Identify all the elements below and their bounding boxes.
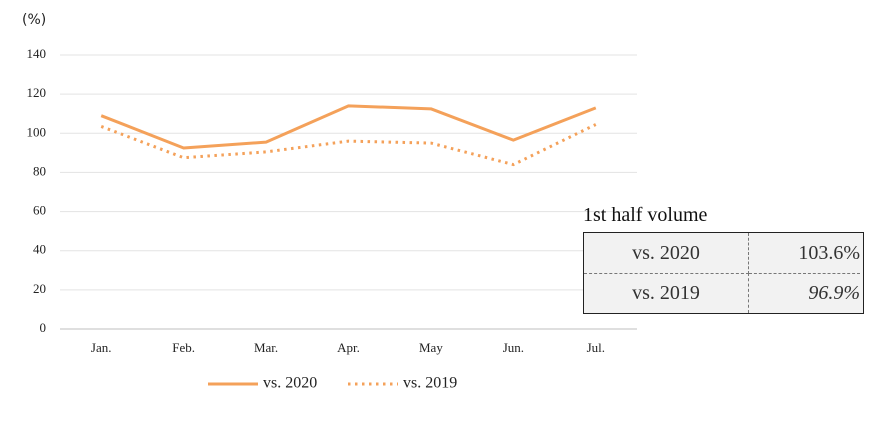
x-tick-label: Mar. [254, 340, 278, 355]
legend-label: vs. 2019 [403, 375, 457, 392]
legend-label: vs. 2020 [263, 375, 317, 392]
y-tick-label: 80 [33, 163, 46, 178]
y-tick-label: 100 [27, 124, 47, 139]
table-cell: vs. 2019 [584, 273, 749, 313]
table: vs. 2020 103.6% vs. 2019 96.9% [583, 232, 864, 314]
y-tick-label: 0 [40, 320, 47, 335]
x-tick-label: Feb. [172, 340, 195, 355]
x-tick-label: May [419, 340, 443, 355]
table-title: 1st half volume [583, 204, 708, 226]
y-tick-label: 60 [33, 203, 46, 218]
table-cell: vs. 2020 [584, 233, 749, 274]
y-axis-label: (%) [22, 12, 46, 28]
y-tick-label: 20 [33, 281, 46, 296]
y-tick-label: 140 [27, 46, 47, 61]
table-cell: 96.9% [808, 282, 860, 304]
y-tick-label: 40 [33, 242, 46, 257]
table-cell: 103.6% [749, 233, 860, 274]
y-tick-label: 120 [27, 85, 47, 100]
x-tick-label: Jan. [91, 340, 112, 355]
x-tick-label: Jul. [587, 340, 605, 355]
x-tick-label: Apr. [337, 340, 360, 355]
series-line [100, 123, 597, 167]
x-tick-label: Jun. [503, 340, 524, 355]
series-line [100, 104, 597, 150]
